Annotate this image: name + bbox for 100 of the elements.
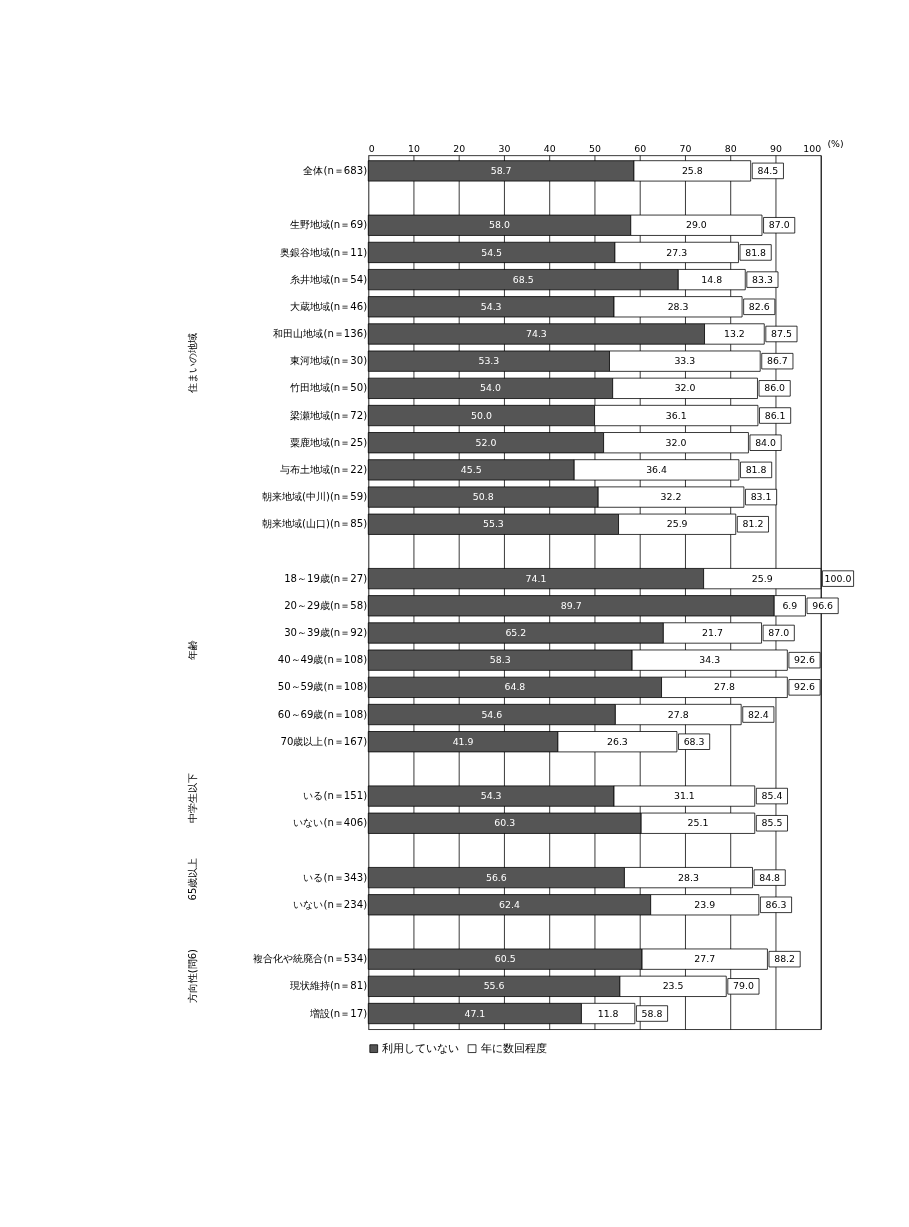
total-label: 68.3 bbox=[683, 735, 705, 747]
legend-label: 年に数回程度 bbox=[480, 1041, 547, 1055]
data-label: 27.7 bbox=[694, 953, 716, 965]
y-tick-label: 和田山地域(n＝136) bbox=[273, 328, 368, 340]
data-label: 54.6 bbox=[481, 708, 503, 720]
data-label: 21.7 bbox=[702, 627, 723, 639]
y-tick-label: いる(n＝343) bbox=[303, 871, 368, 883]
y-tick-label: いない(n＝406) bbox=[293, 817, 368, 829]
data-label: 25.1 bbox=[687, 817, 709, 829]
y-tick-label: 18～19歳(n＝27) bbox=[284, 572, 368, 584]
x-tick-label: 90 bbox=[770, 142, 782, 154]
data-label: 52.0 bbox=[475, 436, 497, 448]
data-label: 54.3 bbox=[480, 790, 502, 802]
total-label: 84.8 bbox=[759, 871, 781, 883]
total-label: 86.7 bbox=[766, 355, 788, 367]
text: 年齢 bbox=[186, 639, 198, 660]
data-label: 64.8 bbox=[504, 681, 526, 693]
data-label: 33.3 bbox=[674, 355, 696, 367]
data-label: 54.0 bbox=[480, 382, 501, 394]
y-tick-label: 梁瀬地域(n＝72) bbox=[289, 409, 368, 421]
data-label: 54.5 bbox=[481, 246, 503, 258]
data-label: 27.8 bbox=[667, 708, 689, 720]
data-label: 25.9 bbox=[751, 572, 773, 584]
data-label: 50.0 bbox=[471, 409, 492, 421]
y-tick-label: 70歳以上(n＝167) bbox=[280, 735, 368, 747]
total-label: 58.8 bbox=[641, 1007, 663, 1019]
data-label: 45.5 bbox=[460, 464, 482, 476]
x-tick-label: 50 bbox=[588, 142, 601, 154]
x-tick-label: 20 bbox=[453, 142, 466, 154]
data-label: 25.8 bbox=[681, 165, 703, 177]
data-label: 36.1 bbox=[665, 409, 687, 421]
data-label: 32.0 bbox=[665, 436, 687, 448]
y-tick-label: 粟鹿地域(n＝25) bbox=[289, 436, 368, 448]
data-label: 56.6 bbox=[485, 871, 507, 883]
data-label: 31.1 bbox=[673, 790, 695, 802]
total-label: 86.1 bbox=[764, 409, 786, 421]
y-tick-label: 糸井地域(n＝54) bbox=[289, 273, 368, 285]
y-tick-label: 20～29歳(n＝58) bbox=[284, 599, 368, 611]
x-tick-label: 60 bbox=[634, 142, 647, 154]
data-label: 55.6 bbox=[483, 980, 505, 992]
y-tick-label: 東河地域(n＝30) bbox=[289, 355, 368, 367]
data-label: 11.8 bbox=[597, 1007, 619, 1019]
x-tick-label: 80 bbox=[724, 142, 737, 154]
total-label: 85.5 bbox=[761, 817, 783, 829]
data-label: 65.2 bbox=[505, 627, 527, 639]
data-label: 23.5 bbox=[662, 980, 684, 992]
x-tick-label: 40 bbox=[543, 142, 556, 154]
y-tick-label: 40～49歳(n＝108) bbox=[277, 654, 368, 666]
y-tick-label: 50～59歳(n＝108) bbox=[277, 681, 368, 693]
y-tick-label: 60～69歳(n＝108) bbox=[277, 708, 368, 720]
data-label: 58.3 bbox=[489, 654, 511, 666]
data-label: 29.0 bbox=[685, 219, 707, 231]
data-label: 26.3 bbox=[606, 735, 628, 747]
total-label: 86.3 bbox=[765, 898, 787, 910]
total-label: 92.6 bbox=[794, 681, 815, 693]
total-label: 96.6 bbox=[812, 599, 834, 611]
total-label: 85.4 bbox=[761, 790, 783, 802]
total-label: 87.5 bbox=[771, 328, 792, 340]
y-tick-label: 大蔵地域(n＝46) bbox=[289, 300, 368, 312]
data-label: 23.9 bbox=[694, 898, 716, 910]
total-label: 87.0 bbox=[768, 219, 790, 231]
data-label: 89.7 bbox=[560, 599, 582, 611]
y-tick-label: 朝来地域(山口)(n＝85) bbox=[262, 518, 368, 530]
data-label: 28.3 bbox=[667, 300, 689, 312]
y-tick-label: 増設(n＝17) bbox=[308, 1007, 368, 1019]
total-label: 87.0 bbox=[768, 627, 790, 639]
data-label: 74.1 bbox=[525, 572, 547, 584]
data-label: 60.3 bbox=[494, 817, 516, 829]
y-tick-label: 30～39歳(n＝92) bbox=[284, 627, 368, 639]
y-tick-label: 竹田地域(n＝50) bbox=[289, 382, 368, 394]
text: 65歳以上 bbox=[186, 857, 198, 901]
data-label: 58.0 bbox=[489, 219, 510, 231]
data-label: 27.8 bbox=[714, 681, 735, 693]
data-label: 28.3 bbox=[678, 871, 699, 883]
y-tick-label: 与布土地域(n＝22) bbox=[279, 464, 368, 476]
total-label: 81.8 bbox=[745, 246, 767, 258]
data-label: 14.8 bbox=[701, 273, 723, 285]
total-label: 84.0 bbox=[755, 436, 777, 448]
x-tick-label: 100 bbox=[803, 142, 822, 154]
data-label: 68.5 bbox=[512, 273, 534, 285]
total-label: 83.3 bbox=[752, 273, 773, 285]
text: 中学生以下 bbox=[186, 772, 198, 823]
data-label: 32.0 bbox=[674, 382, 696, 394]
x-tick-label: 70 bbox=[679, 142, 692, 154]
legend-label: 利用していない bbox=[382, 1041, 460, 1055]
y-tick-label: 生野地域(n＝69) bbox=[289, 219, 368, 231]
data-label: 54.3 bbox=[480, 300, 502, 312]
data-label: 6.9 bbox=[782, 599, 798, 611]
data-label: 50.8 bbox=[472, 491, 494, 503]
text: 住まいの地域 bbox=[186, 332, 198, 393]
total-label: 82.6 bbox=[748, 300, 770, 312]
total-label: 100.0 bbox=[824, 572, 852, 584]
total-label: 86.0 bbox=[764, 382, 786, 394]
data-label: 36.4 bbox=[646, 464, 668, 476]
total-label: 84.5 bbox=[757, 165, 779, 177]
x-tick-label: 10 bbox=[407, 142, 420, 154]
y-tick-label: 奥銀谷地域(n＝11) bbox=[279, 246, 368, 258]
x-tick-label: 0 bbox=[368, 142, 375, 154]
x-axis-title: (%) bbox=[827, 138, 844, 150]
text: 方向性(問6) bbox=[186, 948, 198, 1004]
